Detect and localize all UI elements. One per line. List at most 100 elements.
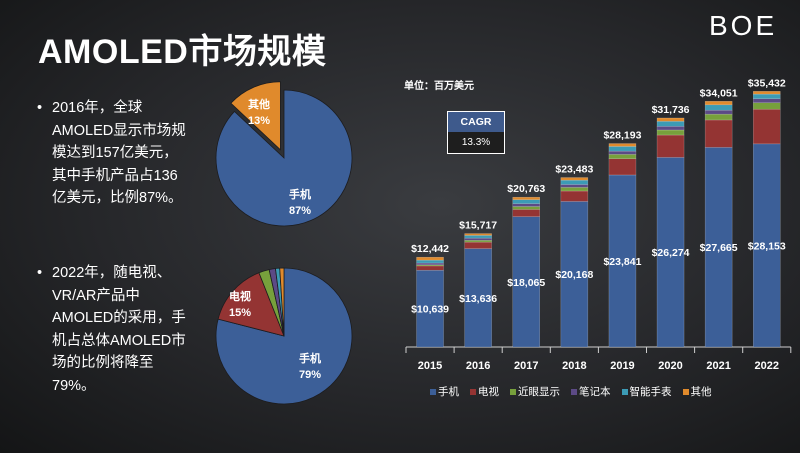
pie-label-name: 电视 bbox=[229, 289, 251, 303]
legend-label: 智能手表 bbox=[629, 386, 672, 398]
bar-segment bbox=[512, 209, 540, 217]
bar-segment bbox=[512, 206, 540, 210]
legend-swatch bbox=[510, 388, 516, 395]
pie-slice-6 bbox=[279, 267, 285, 337]
bar-segment bbox=[656, 129, 685, 136]
cagr-box: CAGR 13.3% bbox=[447, 111, 505, 154]
pie-slice-1 bbox=[215, 89, 353, 227]
bar-phone-label: $18,065 bbox=[507, 277, 545, 289]
bar-segment bbox=[608, 154, 637, 159]
bar-segment bbox=[512, 199, 540, 204]
chart-legend: 手机 电视 近眼显示 笔记本 智能手表 其他 bbox=[430, 384, 712, 399]
bar-phone-label: $23,841 bbox=[603, 256, 641, 268]
bar-segment bbox=[704, 104, 733, 111]
bar-segment bbox=[464, 248, 492, 348]
bar-segment bbox=[753, 93, 781, 99]
bar-segment bbox=[416, 262, 444, 266]
legend-label: 其他 bbox=[690, 386, 712, 398]
bar-total-label: $31,736 bbox=[652, 104, 690, 116]
bullet-2016: • 2016年，全球AMOLED显示市场规模达到157亿美元，其中手机产品占13… bbox=[37, 97, 192, 210]
bar-segment bbox=[512, 196, 540, 200]
x-tick-label: 2015 bbox=[418, 360, 442, 372]
bar-segment bbox=[560, 187, 589, 192]
legend-label: 电视 bbox=[478, 386, 499, 398]
pie-slice-2 bbox=[217, 272, 285, 337]
bullet-2022: • 2022年，随电视、VR/AR产品中AMOLED的采用，手机占总体AMOLE… bbox=[37, 262, 192, 397]
bar-phone-label: $13,636 bbox=[459, 293, 497, 305]
bar-segment bbox=[416, 265, 444, 271]
legend-item: 智能手表 bbox=[621, 384, 672, 399]
bar-segment bbox=[608, 143, 637, 147]
bar-segment bbox=[753, 91, 781, 95]
pie-label-name: 其他 bbox=[248, 97, 270, 111]
bar-segment bbox=[608, 150, 637, 155]
bar-segment bbox=[753, 108, 781, 145]
bar-segment bbox=[416, 269, 444, 348]
cagr-label: CAGR bbox=[448, 112, 504, 132]
bar-segment bbox=[464, 233, 492, 236]
bar-segment bbox=[464, 237, 492, 241]
pie-label-pct: 87% bbox=[289, 205, 311, 217]
unit-label: 单位：百万美元 bbox=[404, 81, 474, 92]
bar-segment bbox=[560, 201, 589, 348]
x-tick-label: 2016 bbox=[466, 360, 490, 372]
bar-segment bbox=[512, 216, 540, 348]
bar-segment bbox=[656, 121, 685, 127]
bar-segment bbox=[656, 134, 685, 158]
pie-label-pct: 79% bbox=[299, 369, 321, 381]
legend-item: 手机 bbox=[430, 384, 459, 399]
bar-segment bbox=[656, 126, 685, 131]
bar-phone-label: $28,153 bbox=[748, 240, 786, 252]
bar-total-label: $34,051 bbox=[700, 87, 738, 99]
bar-segment bbox=[416, 259, 444, 264]
cagr-value: 13.3% bbox=[448, 132, 504, 153]
pie-label-name: 手机 bbox=[289, 187, 311, 201]
bullet-marker: • bbox=[37, 265, 43, 281]
legend-label: 手机 bbox=[438, 386, 459, 398]
pie-label-pct: 15% bbox=[229, 307, 251, 319]
bar-segment bbox=[656, 117, 685, 122]
bar-segment bbox=[608, 158, 637, 176]
bar-segment bbox=[560, 190, 589, 202]
bar-segment bbox=[656, 157, 685, 348]
bar-segment bbox=[704, 101, 733, 106]
bar-segment bbox=[464, 241, 492, 249]
legend-swatch bbox=[682, 388, 689, 395]
bar-total-label: $23,483 bbox=[555, 164, 593, 176]
x-tick-label: 2017 bbox=[514, 360, 538, 372]
bar-total-label: $15,717 bbox=[459, 220, 497, 232]
legend-swatch bbox=[621, 388, 628, 395]
bar-segment bbox=[753, 143, 781, 348]
pie-label-pct: 13% bbox=[248, 115, 270, 127]
pie-label-name: 手机 bbox=[299, 351, 321, 365]
x-tick-label: 2020 bbox=[658, 360, 682, 372]
legend-label: 笔记本 bbox=[579, 386, 611, 398]
bar-segment bbox=[464, 240, 492, 243]
legend-item: 近眼显示 bbox=[510, 384, 560, 399]
bar-phone-label: $10,639 bbox=[411, 304, 449, 316]
bar-segment bbox=[704, 119, 733, 148]
bar-segment bbox=[608, 174, 637, 348]
boe-logo: BOE bbox=[709, 10, 778, 41]
bar-phone-label: $27,665 bbox=[700, 242, 738, 254]
bar-segment bbox=[560, 179, 589, 185]
x-tick-label: 2019 bbox=[610, 360, 634, 372]
bar-phone-label: $20,168 bbox=[555, 269, 593, 281]
slide-title: AMOLED市场规模 bbox=[38, 33, 327, 71]
legend-label: 近眼显示 bbox=[518, 386, 560, 398]
bar-segment bbox=[753, 102, 781, 110]
legend-swatch bbox=[571, 388, 577, 395]
bullet-text-2016: 2016年，全球AMOLED显示市场规模达到157亿美元，其中手机产品占136亿… bbox=[52, 100, 186, 206]
bar-segment bbox=[560, 184, 589, 188]
bar-total-label: $12,442 bbox=[411, 243, 449, 255]
legend-item: 笔记本 bbox=[571, 384, 611, 399]
bullet-text-2022: 2022年，随电视、VR/AR产品中AMOLED的采用，手机占总体AMOLED市… bbox=[52, 265, 186, 394]
bar-segment bbox=[704, 113, 733, 121]
x-tick-label: 2021 bbox=[706, 360, 730, 372]
bar-segment bbox=[512, 203, 540, 207]
legend-swatch bbox=[430, 388, 436, 395]
pie-slice-2 bbox=[230, 81, 281, 151]
